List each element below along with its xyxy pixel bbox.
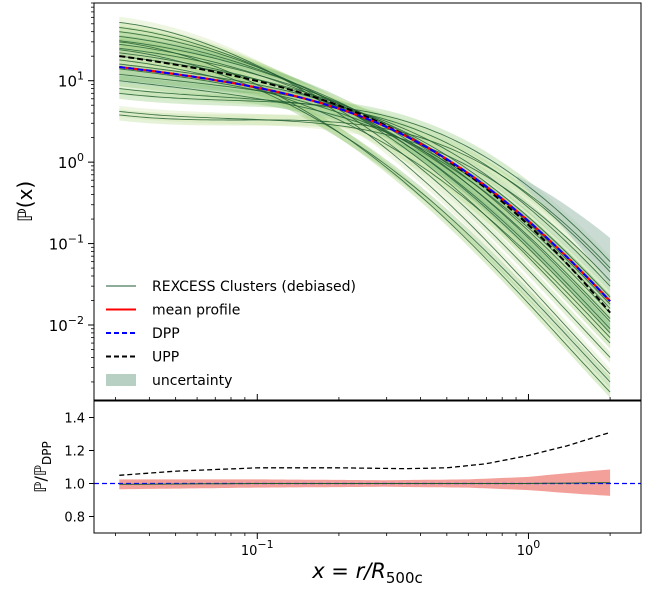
top-y-tick-label: 10−2 [49,314,84,335]
bottom-y-axis-label: ℙ/ℙDPP [31,441,54,493]
cluster-line [119,92,611,262]
x-axis-label: x = r/R500c [311,559,423,587]
top-y-tick-label: 101 [58,70,84,91]
cluster-line [119,21,611,375]
axes: 101 100 10−1 10−2 10−1 100 0.8 1.0 1.2 1.4 ℙ(x) ℙ/ℙ… [13,2,642,587]
x-tick-label: 100 [517,538,541,559]
legend: REXCESS Clusters (debiased) mean profile D… [106,279,356,389]
ratio-uncertainty-band [119,469,611,496]
top-y-axis-label: ℙ(x) [13,181,37,222]
cluster-band [119,83,611,278]
ratio-upp-line [119,431,611,476]
bottom-frame [93,400,642,534]
top-y-tick-label: 10−1 [49,233,84,254]
legend-label: UPP [152,350,179,366]
bottom-y-tick-label: 0.8 [64,511,85,526]
cluster-line [119,110,611,282]
cluster-line [119,27,611,358]
legend-label: mean profile [152,303,240,319]
cluster-line [119,31,611,344]
legend-label: DPP [152,326,180,342]
cluster-line [119,59,611,338]
dpp-line [119,66,611,302]
cluster-band [119,87,611,268]
bottom-y-tick-label: 1.4 [64,412,85,427]
ratio-mean-profile-line [119,482,611,485]
x-tick-label: 10−1 [241,538,274,559]
bottom-y-tick-label: 1.0 [64,478,85,493]
cluster-line [119,68,611,309]
bottom-panel [94,431,641,496]
cluster-line [119,43,611,330]
cluster-band [119,105,611,287]
cluster-line [119,49,611,383]
cluster-band [119,68,611,292]
legend-swatch [106,374,136,386]
upp-line [119,55,611,314]
top-frame [93,2,642,401]
bottom-y-tick-label: 1.2 [64,445,85,460]
cluster-line [119,114,611,269]
top-y-tick-label: 100 [58,151,84,172]
legend-label: uncertainty [152,373,232,389]
cluster-line [119,52,611,319]
top-panel [119,16,611,398]
cluster-line [119,41,611,393]
cluster-line [119,88,611,273]
uncertainty-band [517,176,611,286]
legend-label: REXCESS Clusters (debiased) [152,279,356,295]
